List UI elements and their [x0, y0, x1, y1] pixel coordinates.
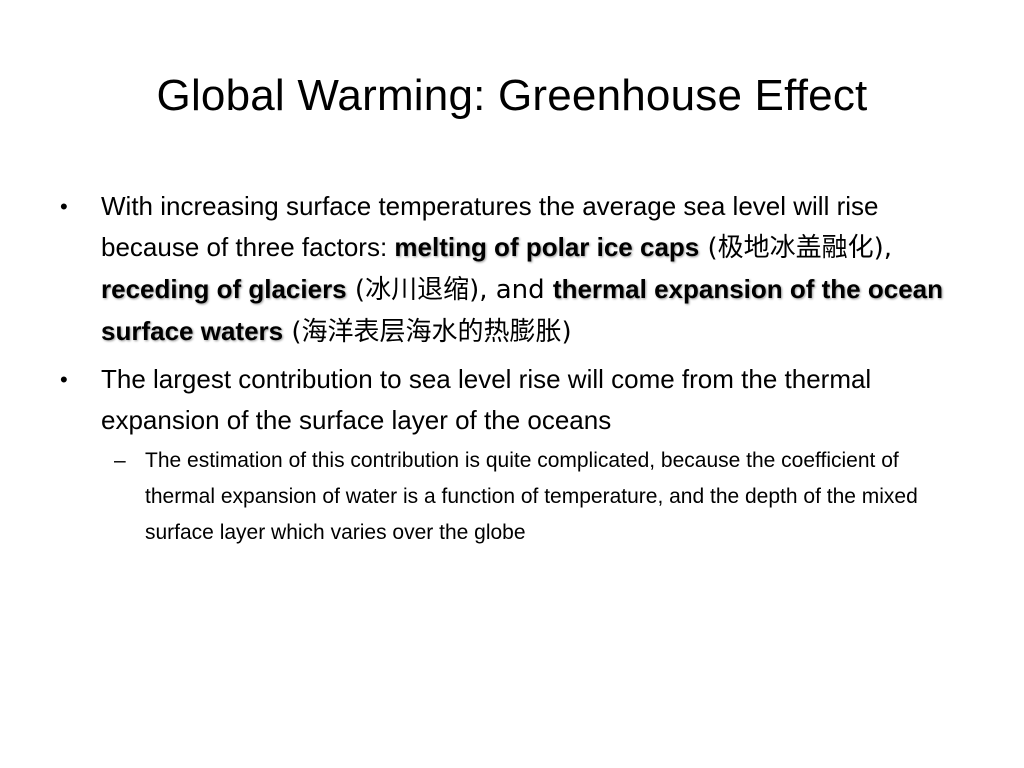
- bullet-marker: •: [60, 367, 68, 392]
- bullet-text-intro: With increasing surface temperatures the…: [101, 191, 879, 262]
- highlight-receding-glaciers: receding of glaciers: [101, 274, 347, 304]
- bullet-item-sea-level-factors: • With increasing surface temperatures t…: [60, 186, 960, 353]
- bullet-marker: •: [60, 194, 68, 219]
- highlight-thermal-expansion: thermal expansion of the ocean surface w…: [101, 274, 944, 346]
- bullet-text: The largest contribution to sea level ri…: [101, 364, 872, 435]
- bullet-text-thermal-cn: (海洋表层海水的热膨胀): [283, 317, 572, 347]
- slide-title: Global Warming: Greenhouse Effect: [156, 71, 868, 120]
- highlight-polar-ice-caps: melting of polar ice caps: [394, 232, 700, 262]
- sub-bullet-text: The estimation of this contribution is q…: [145, 449, 918, 544]
- slide-content: • With increasing surface temperatures t…: [60, 186, 960, 551]
- bullet-text-glaciers-cn: (冰川退缩), and: [346, 275, 553, 305]
- sub-bullet-marker: –: [114, 449, 126, 472]
- bullet-text-polar-cn: (极地冰盖融化),: [699, 233, 893, 263]
- bullet-text: With increasing surface temperatures the…: [101, 191, 944, 347]
- sub-bullet-item-estimation: – The estimation of this contribution is…: [60, 443, 960, 551]
- bullet-item-largest-contribution: • The largest contribution to sea level …: [60, 359, 960, 441]
